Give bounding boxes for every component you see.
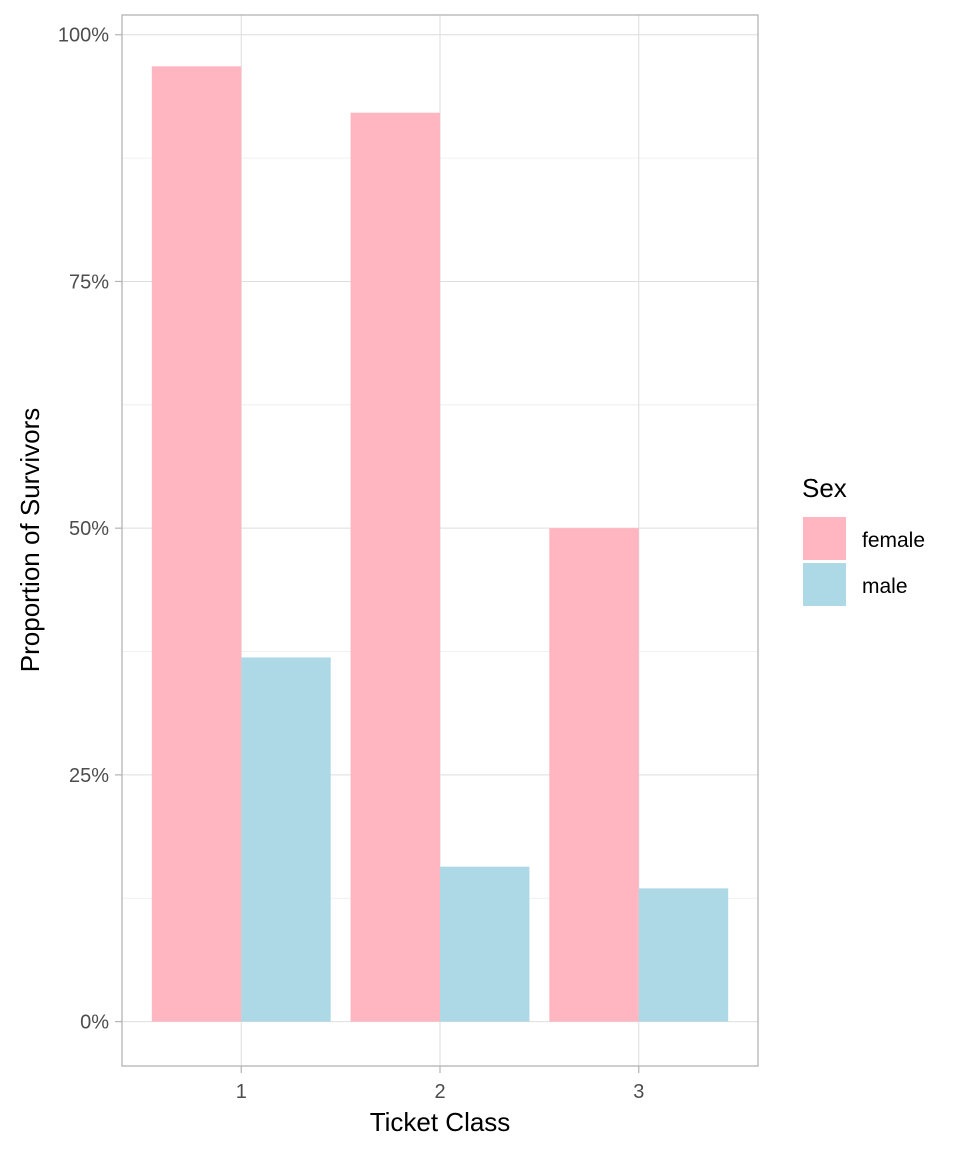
x-tick-label: 2 (434, 1081, 445, 1103)
x-axis: 1 2 3 (236, 1066, 644, 1103)
x-tick-label: 1 (236, 1081, 247, 1103)
legend-label-female: female (862, 529, 925, 552)
bar-female-class-3 (549, 528, 639, 1022)
bars-layer (151, 66, 729, 1022)
y-tick-label: 75% (69, 271, 109, 293)
y-tick-label: 100% (58, 25, 109, 47)
bar-female-class-2 (350, 112, 440, 1022)
y-axis-title: Proportion of Survivors (15, 408, 45, 672)
legend: Sex female male (802, 473, 925, 606)
y-tick-label: 0% (80, 1012, 109, 1034)
legend-title: Sex (802, 473, 847, 503)
y-tick-label: 50% (69, 518, 109, 540)
y-tick-label: 25% (69, 765, 109, 787)
y-axis: 0% 25% 50% 75% 100% (58, 25, 122, 1034)
legend-key-male (803, 563, 846, 606)
bar-male-class-1 (241, 657, 331, 1022)
legend-key-female (803, 517, 846, 560)
x-axis-title: Ticket Class (370, 1107, 511, 1137)
bar-male-class-3 (638, 888, 729, 1022)
x-tick-label: 3 (633, 1081, 644, 1103)
bar-female-class-1 (151, 66, 242, 1022)
bar-male-class-2 (440, 866, 530, 1022)
legend-label-male: male (862, 575, 908, 598)
legend-items: female male (803, 517, 925, 606)
